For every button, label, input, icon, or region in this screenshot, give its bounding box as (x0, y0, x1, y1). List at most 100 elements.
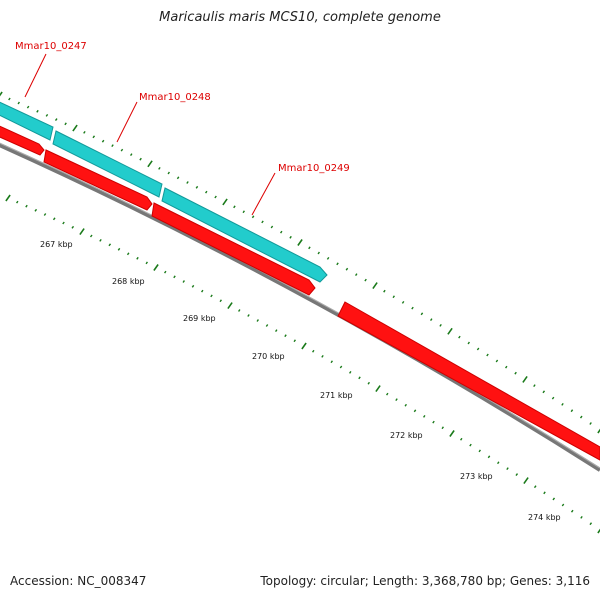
map-title: Maricaulis maris MCS10, complete genome (159, 10, 441, 25)
outer-tick-27 (251, 215, 255, 219)
inner-tick-32 (301, 342, 307, 350)
outer-tick-35 (326, 256, 330, 260)
outer-tick-52 (486, 353, 489, 357)
outer-tick-45 (420, 312, 424, 316)
inner-tick-64 (597, 528, 600, 534)
reverse-gene-0[interactable] (0, 124, 45, 156)
outer-tick-59 (551, 396, 555, 400)
inner-tick-29 (275, 329, 278, 332)
inner-tick-11 (108, 243, 112, 247)
inner-tick-52 (487, 455, 491, 459)
outer-tick-58 (542, 390, 546, 394)
inner-tick-34 (321, 354, 324, 358)
gene-label-leader-0247 (24, 53, 47, 98)
outer-tick-44 (411, 306, 414, 310)
outer-tick-49 (458, 335, 461, 339)
inner-tick-9 (89, 234, 93, 238)
inner-tick-40 (375, 385, 381, 393)
scale-label-268: 268 kbp (112, 277, 145, 286)
outer-tick-23 (214, 195, 217, 199)
outer-tick-24 (222, 198, 228, 206)
inner-tick-58 (543, 491, 546, 495)
outer-tick-26 (242, 210, 245, 214)
genome-backbone (0, 143, 600, 472)
inner-tick-44 (413, 409, 417, 413)
genome-summary-text: Topology: circular; Length: 3,368,780 bp… (260, 574, 590, 588)
inner-tick-49 (460, 437, 463, 441)
inner-tick-22 (210, 294, 213, 298)
outer-tick-28 (261, 220, 264, 224)
outer-tick-9 (83, 130, 86, 134)
scale-label-274: 274 kbp (528, 513, 561, 522)
inner-tick-24 (227, 302, 233, 310)
inner-tick-59 (552, 497, 556, 501)
outer-tick-21 (195, 185, 199, 189)
outer-tick-16 (147, 160, 153, 168)
outer-tick-54 (505, 365, 508, 369)
inner-tick-26 (247, 314, 250, 317)
outer-tick-18 (167, 171, 170, 175)
outer-tick-51 (476, 347, 480, 351)
outer-tick-64 (597, 428, 600, 434)
inner-tick-4 (43, 213, 47, 216)
outer-tick-13 (120, 148, 124, 152)
inner-tick-63 (589, 522, 593, 526)
inner-tick-28 (265, 324, 269, 327)
inner-tick-48 (449, 430, 455, 437)
inner-tick-37 (349, 371, 352, 374)
inner-tick-39 (367, 381, 370, 385)
inner-tick-55 (515, 473, 519, 477)
outer-tick-10 (92, 135, 96, 139)
outer-tick-6 (54, 118, 58, 122)
inner-tick-41 (386, 392, 389, 396)
inner-tick-57 (533, 485, 537, 489)
outer-tick-55 (514, 371, 517, 375)
outer-tick-11 (101, 139, 105, 143)
gene-label-0248[interactable]: Mmar10_0248 (139, 92, 211, 103)
inner-tick-46 (432, 420, 435, 424)
forward-gene-0[interactable] (0, 100, 54, 141)
inner-tick-8 (79, 228, 85, 236)
forward-gene-1[interactable] (52, 130, 163, 198)
inner-tick-2 (25, 204, 28, 208)
reverse-gene-1[interactable] (43, 149, 153, 211)
inner-tick-21 (201, 289, 204, 293)
outer-tick-46 (430, 318, 433, 321)
outer-tick-48 (447, 327, 453, 335)
outer-tick-40 (372, 282, 378, 290)
outer-tick-61 (570, 409, 574, 413)
outer-tick-42 (392, 295, 395, 299)
outer-tick-33 (308, 246, 311, 250)
outer-tick-1 (8, 97, 11, 101)
scale-label-273: 273 kbp (460, 472, 493, 481)
forward-gene-2[interactable] (161, 187, 328, 283)
outer-tick-15 (139, 157, 142, 161)
outer-tick-43 (401, 300, 405, 304)
accession-text: Accession: NC_008347 (10, 574, 147, 588)
outer-tick-29 (270, 225, 274, 229)
outer-tick-39 (364, 278, 367, 282)
outer-tick-62 (579, 415, 583, 419)
inner-tick-38 (358, 376, 361, 380)
outer-tick-47 (439, 323, 442, 327)
outer-tick-30 (280, 230, 283, 234)
outer-tick-36 (336, 262, 339, 266)
outer-tick-20 (186, 181, 189, 184)
inner-tick-60 (561, 503, 565, 507)
inner-tick-42 (395, 398, 398, 402)
inner-tick-16 (153, 264, 159, 271)
gene-label-0249[interactable]: Mmar10_0249 (278, 163, 350, 174)
outer-tick-8 (72, 124, 78, 132)
inner-tick-17 (164, 270, 167, 274)
gene-label-0247[interactable]: Mmar10_0247 (15, 41, 87, 52)
inner-tick-1 (16, 200, 19, 204)
outer-tick-22 (205, 190, 208, 194)
reverse-gene-2[interactable] (151, 202, 316, 296)
outer-tick-31 (289, 235, 292, 239)
reverse-gene-3[interactable] (337, 301, 600, 461)
inner-tick-20 (191, 284, 195, 288)
inner-tick-61 (570, 509, 574, 513)
outer-tick-25 (233, 205, 236, 209)
inner-tick-7 (71, 225, 75, 229)
inner-tick-30 (284, 334, 287, 338)
